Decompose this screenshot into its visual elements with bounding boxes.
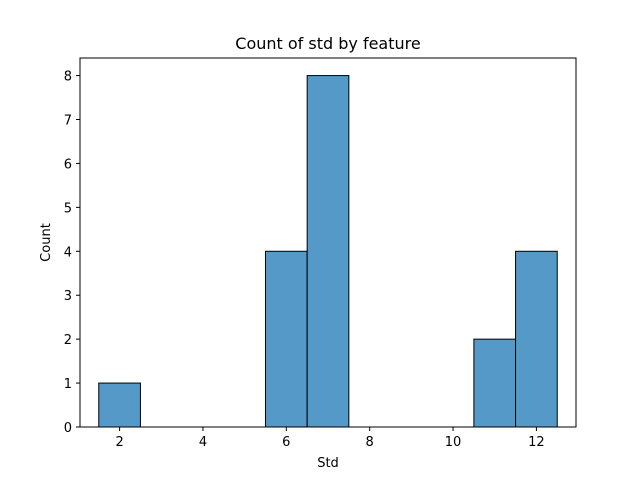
y-axis-title: Count: [39, 223, 54, 262]
x-tick-label: 10: [445, 435, 462, 450]
y-tick-label: 7: [64, 114, 72, 129]
histogram-bar-3: [306, 75, 350, 428]
x-tick-label: 12: [528, 435, 545, 450]
y-tick-label: 2: [64, 333, 72, 348]
y-tick-label: 3: [64, 289, 72, 304]
x-tick-label: 6: [282, 435, 290, 450]
y-tick-label: 4: [64, 245, 72, 260]
x-tick-label: 8: [366, 435, 374, 450]
y-ticks-group: 0 1 2 3 4 5 6 7 8: [64, 70, 80, 436]
y-tick-label: 0: [64, 421, 72, 436]
x-axis-title: Std: [317, 456, 339, 471]
x-tick-label: 4: [199, 435, 207, 450]
plot-frame: [79, 57, 577, 428]
bars-group: [98, 75, 558, 428]
y-tick-label: 6: [64, 157, 72, 172]
y-tick-label: 8: [64, 70, 72, 85]
y-tick-label: 5: [64, 201, 72, 216]
histogram-bar-5: [515, 250, 558, 428]
histogram-bar-1: [98, 382, 141, 428]
x-tick-label: 2: [115, 435, 123, 450]
histogram-bar-4: [473, 338, 517, 428]
chart-title: Count of std by feature: [235, 34, 420, 53]
y-tick-label: 1: [64, 377, 72, 392]
histogram-bar-2: [264, 250, 308, 428]
x-ticks-group: 2 4 6 8 10 12: [115, 427, 545, 450]
